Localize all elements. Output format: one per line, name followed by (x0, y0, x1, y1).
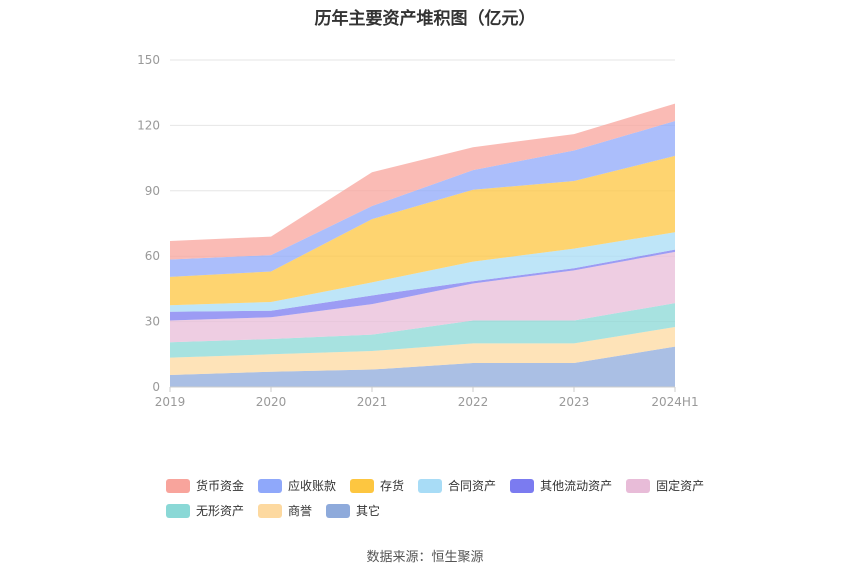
legend-item[interactable]: 合同资产 (418, 473, 496, 498)
legend-swatch (326, 503, 351, 518)
y-tick-label: 60 (145, 249, 160, 263)
area-series-其它 (170, 346, 675, 387)
chart-title: 历年主要资产堆积图（亿元） (314, 9, 536, 29)
legend-item[interactable]: 其他流动资产 (510, 473, 612, 498)
area-series-商誉 (170, 327, 675, 376)
chart-legend: 货币资金 应收账款 存货 合同资产 其他流动资产 固定资产无形资产 商誉 其它 (166, 473, 726, 523)
legend-item[interactable]: 应收账款 (258, 473, 336, 498)
legend-label: 合同资产 (448, 479, 497, 493)
legend-label: 其他流动资产 (540, 479, 613, 493)
y-tick-label: 120 (137, 118, 160, 132)
legend-swatch (166, 503, 190, 518)
legend-swatch (350, 478, 375, 493)
legend-swatch (510, 478, 535, 493)
area-series-存货 (170, 155, 675, 306)
legend-swatch (166, 478, 190, 493)
legend-label: 无形资产 (196, 504, 245, 518)
legend-swatch (626, 478, 651, 493)
x-tick-label: 2023 (559, 395, 590, 409)
y-tick-label: 30 (145, 315, 160, 329)
area-series-固定资产 (170, 251, 675, 343)
legend-item[interactable]: 固定资产 (626, 473, 704, 498)
area-series-货币资金 (170, 103, 675, 260)
legend-item[interactable]: 货币资金 (166, 473, 244, 498)
legend-label: 商誉 (288, 504, 313, 518)
x-tick-label: 2020 (256, 395, 287, 409)
legend-item[interactable]: 其它 (326, 498, 380, 523)
x-tick-label: 2019 (155, 395, 186, 409)
y-tick-label: 90 (145, 184, 160, 198)
legend-label: 应收账款 (288, 479, 337, 493)
y-tick-label: 150 (137, 53, 160, 67)
legend-item[interactable]: 商誉 (258, 498, 312, 523)
x-tick-label: 2021 (357, 395, 388, 409)
data-source: 数据来源：恒生聚源 (366, 550, 484, 565)
legend-label: 货币资金 (196, 479, 245, 493)
legend-item[interactable]: 无形资产 (166, 498, 244, 523)
legend-swatch (258, 478, 283, 493)
x-tick-label: 2024H1 (651, 395, 698, 409)
area-series-应收账款 (170, 121, 675, 277)
area-series-无形资产 (170, 303, 675, 358)
area-series-其他流动资产 (170, 249, 675, 321)
area-series-合同资产 (170, 232, 675, 312)
y-tick-label: 0 (152, 380, 160, 394)
legend-swatch (418, 478, 443, 493)
legend-label: 固定资产 (656, 479, 705, 493)
legend-label: 其它 (356, 504, 381, 518)
legend-swatch (258, 503, 283, 518)
legend-label: 存货 (380, 479, 405, 493)
legend-item[interactable]: 存货 (350, 473, 404, 498)
x-tick-label: 2022 (458, 395, 489, 409)
